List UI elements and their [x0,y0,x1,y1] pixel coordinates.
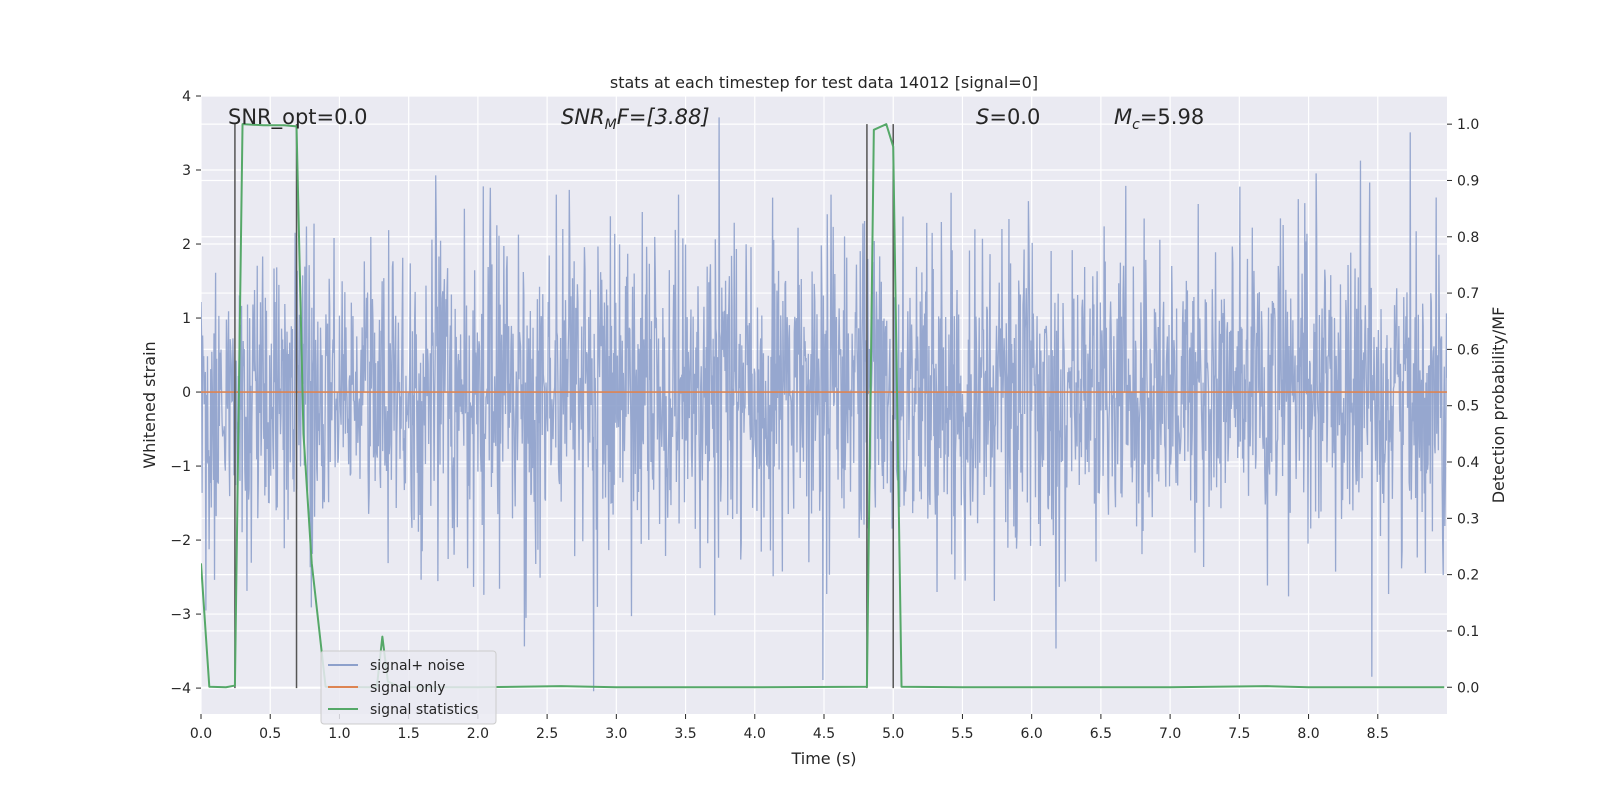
y-right-tick-label-2: 0.8 [1457,230,1479,246]
y-left-tick-label-6: −2 [170,533,191,549]
y-left-tick-label-2: 2 [182,237,191,253]
annotation-snr-mf: SNRMF=[3.88] [561,105,710,133]
legend-label-signal-only: signal only [370,680,445,696]
y-left-tick-label-0: 4 [182,89,191,105]
y-right-tick-label-1: 0.9 [1457,173,1479,189]
legend-label-signal-statistics: signal statistics [370,702,478,718]
y-right-axis-label: Detection probability/MF [1489,307,1508,504]
x-tick-label-1: 0.5 [259,726,281,742]
y-left-axis-label: Whitened strain [140,341,159,468]
x-tick-label-4: 2.0 [467,726,489,742]
x-tick-label-17: 8.5 [1367,726,1389,742]
y-right-tick-label-0: 1.0 [1457,117,1479,133]
y-left-tick-label-5: −1 [170,459,191,475]
y-right-axis-ticks: 1.0 0.9 0.8 0.7 0.6 0.5 0.4 0.3 0.2 0.1 0.0 [1447,117,1479,696]
legend-box [320,650,497,725]
x-axis-ticks: 0.0 0.5 1.0 1.5 2.0 2.5 3.0 3.5 4.0 4.5 5.0 5.5 6.0 6… [190,714,1389,742]
legend-label-signal-plus-noise: signal+ noise [370,658,465,674]
y-right-tick-label-10: 0.0 [1457,680,1479,696]
x-tick-label-5: 2.5 [536,726,558,742]
y-right-tick-label-5: 0.5 [1457,399,1479,415]
x-tick-label-10: 5.0 [882,726,904,742]
noise-trace [201,117,1447,692]
x-tick-label-2: 1.0 [328,726,350,742]
x-tick-label-16: 8.0 [1297,726,1319,742]
y-right-tick-label-6: 0.4 [1457,455,1479,471]
y-left-tick-label-3: 1 [182,311,191,327]
x-tick-label-12: 6.0 [1021,726,1043,742]
legend: signal+ noise signal only signal statist… [320,650,497,725]
y-right-tick-label-3: 0.7 [1457,286,1479,302]
y-right-tick-label-4: 0.6 [1457,342,1479,358]
x-tick-label-6: 3.0 [605,726,627,742]
x-tick-label-14: 7.0 [1159,726,1181,742]
x-axis-label: Time (s) [790,749,856,768]
annotation-s: S=0.0 [976,105,1040,129]
annotation-mc: Mc=5.98 [1114,105,1204,133]
x-tick-label-8: 4.0 [744,726,766,742]
y-left-axis-ticks: 4 3 2 1 0 −1 −2 −3 −4 [170,89,201,697]
y-left-tick-label-8: −4 [170,681,191,697]
series-signal-plus-noise [201,117,1447,692]
y-left-tick-label-7: −3 [170,607,191,623]
x-tick-label-9: 4.5 [813,726,835,742]
y-right-tick-label-9: 0.1 [1457,624,1479,640]
annotation-snr-opt: SNR_opt=0.0 [228,105,368,130]
x-tick-label-15: 7.5 [1228,726,1250,742]
vertical-markers [234,124,894,689]
y-right-tick-label-8: 0.2 [1457,568,1479,584]
x-tick-label-0: 0.0 [190,726,212,742]
y-left-tick-label-1: 3 [182,163,191,179]
x-tick-label-3: 1.5 [398,726,420,742]
x-tick-label-7: 3.5 [674,726,696,742]
y-right-tick-label-7: 0.3 [1457,511,1479,527]
x-tick-label-11: 5.5 [951,726,973,742]
x-tick-label-13: 6.5 [1090,726,1112,742]
chart-title: stats at each timestep for test data 140… [610,73,1038,92]
y-left-tick-label-4: 0 [182,385,191,401]
